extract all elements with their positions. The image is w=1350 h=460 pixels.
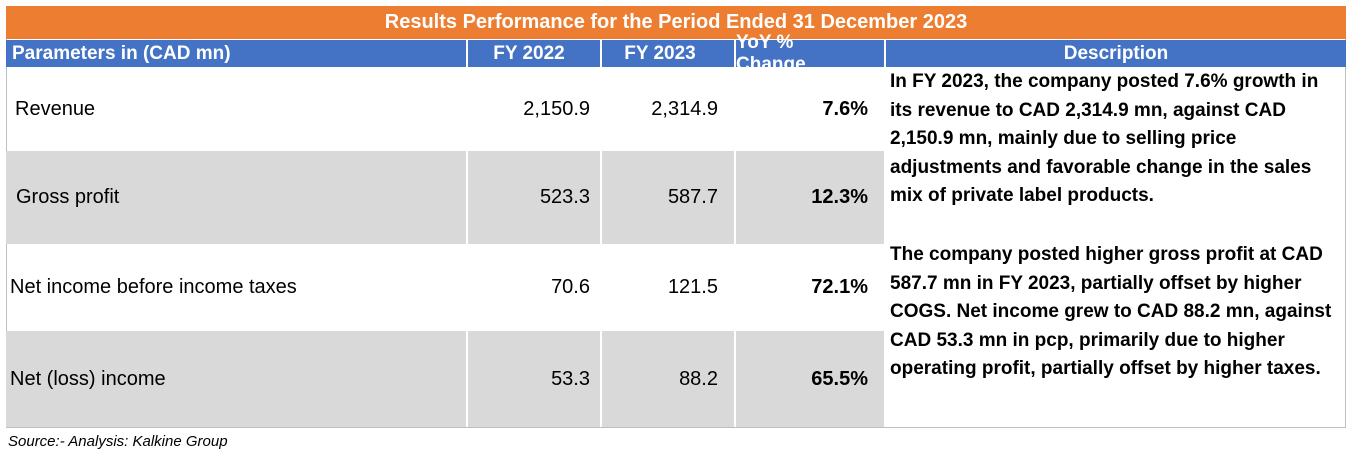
row-net-income-before-tax-fy2022: 70.6	[551, 276, 590, 298]
header-fy2023: FY 2023	[602, 40, 734, 67]
row-net-income-before-tax-yoy: 72.1%	[811, 276, 868, 298]
source-note: Source:- Analysis: Kalkine Group	[8, 433, 228, 450]
row-net-income-yoy: 65.5%	[736, 331, 884, 427]
row-revenue-label: Revenue	[15, 97, 96, 120]
row-net-income-fy2023: 88.2	[602, 331, 734, 427]
row-gross-profit-yoy: 12.3%	[736, 151, 884, 244]
description-revenue: In FY 2023, the company posted 7.6% grow…	[890, 71, 1319, 206]
row-revenue-fy2023: 2,314.9	[651, 97, 718, 120]
row-gross-profit-label: Gross profit	[6, 151, 466, 244]
table-title: Results Performance for the Period Ended…	[6, 6, 1346, 39]
row-net-income-before-tax-fy2023: 121.5	[667, 276, 718, 298]
row-revenue-yoy: 7.6%	[822, 97, 868, 120]
header-fy2022: FY 2022	[468, 40, 600, 67]
row-revenue-fy2022: 2,150.9	[523, 97, 590, 120]
header-yoy-change: YoY % Change	[736, 32, 884, 75]
header-parameters: Parameters in (CAD mn)	[6, 40, 466, 67]
description-profit: The company posted higher gross profit a…	[890, 244, 1332, 379]
header-description: Description	[886, 40, 1346, 67]
row-gross-profit-fy2022: 523.3	[468, 151, 600, 244]
row-net-income-label: Net (loss) income	[6, 331, 466, 427]
row-gross-profit-fy2023: 587.7	[602, 151, 734, 244]
row-net-income-before-tax-label: Net income before income taxes	[10, 276, 297, 298]
row-net-income-fy2022: 53.3	[468, 331, 600, 427]
